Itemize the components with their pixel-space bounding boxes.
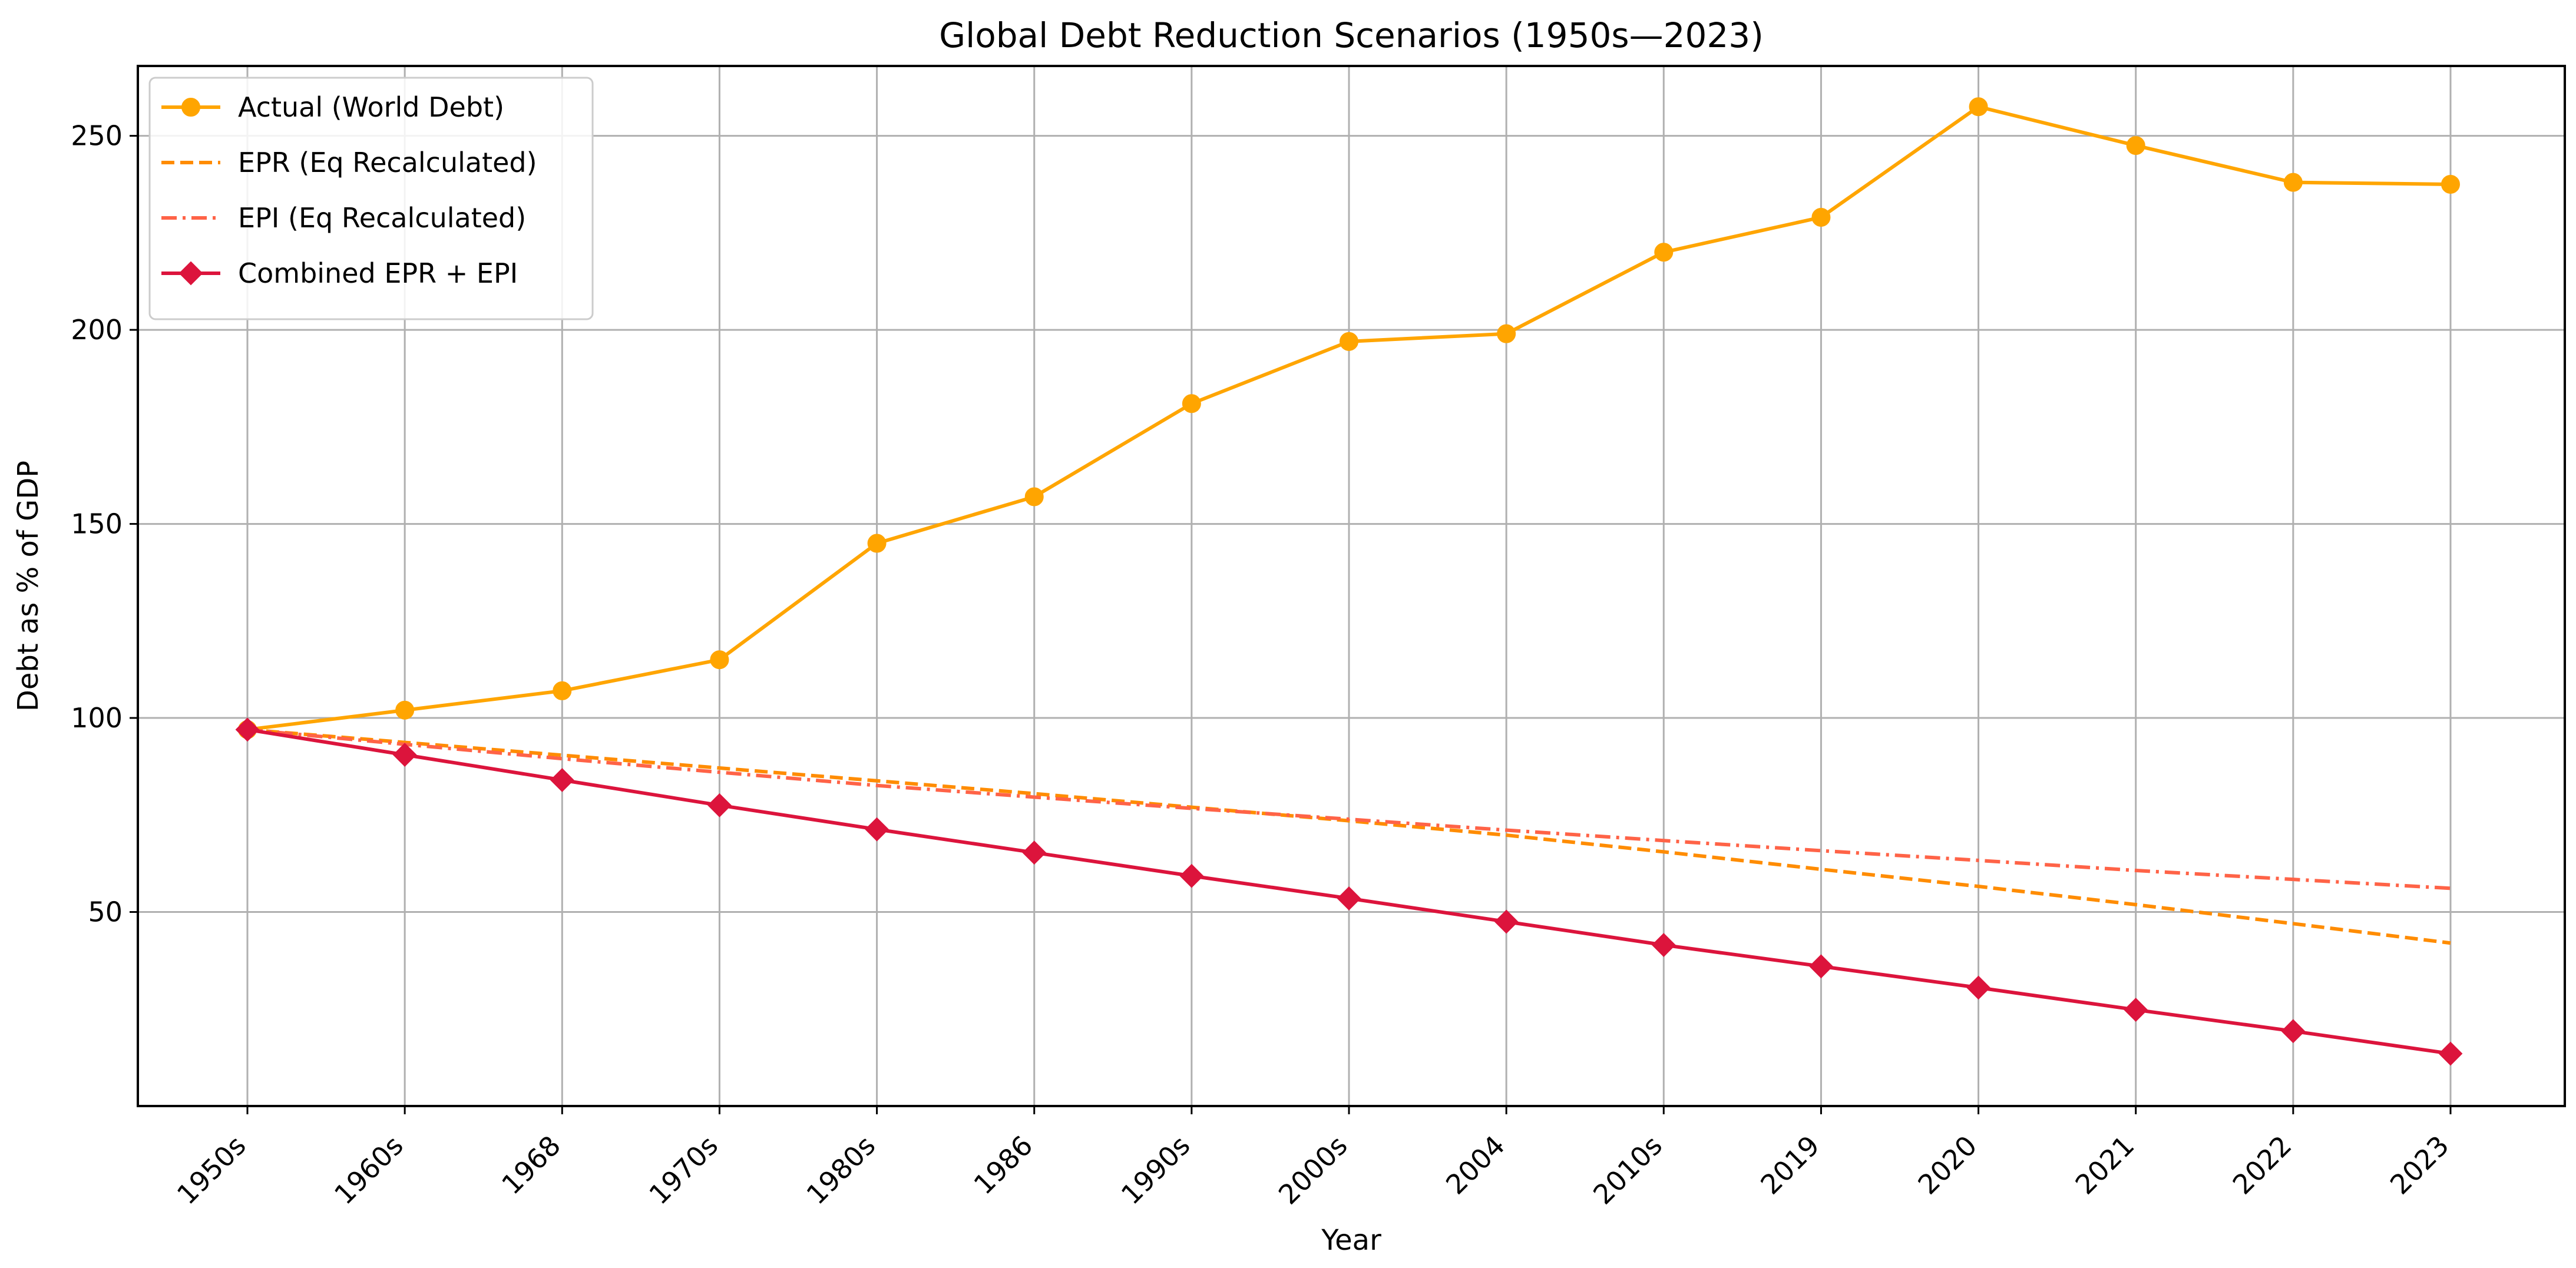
data-point: [1340, 332, 1358, 351]
series-combined-epr-epi: [235, 717, 2463, 1066]
legend-item: Combined EPR + EPI: [161, 257, 518, 289]
plot-frame: [137, 65, 2566, 1107]
legend-box: [148, 77, 594, 320]
data-point: [865, 817, 889, 842]
data-point: [1024, 487, 1044, 506]
x-axis-title: Year: [1321, 1224, 1381, 1257]
data-point: [553, 681, 572, 700]
legend-label: Actual (World Debt): [238, 91, 504, 123]
data-point: [707, 793, 732, 817]
data-point: [2283, 173, 2303, 192]
series-layer: [235, 97, 2463, 1066]
data-point: [1022, 840, 1047, 865]
data-point: [1494, 909, 1519, 934]
legend-label: EPI (Eq Recalculated): [238, 202, 526, 234]
legend-item: Actual (World Debt): [161, 91, 504, 123]
data-point: [2438, 1041, 2463, 1066]
y-tick-label: 200: [71, 314, 123, 346]
data-point: [1182, 394, 1201, 413]
series-epi-eq-recalculated: [247, 727, 2451, 890]
data-point: [235, 717, 260, 742]
legend-label: EPR (Eq Recalculated): [238, 147, 537, 178]
data-point: [1179, 863, 1204, 888]
data-point: [392, 743, 417, 767]
y-tick-label: 100: [71, 702, 123, 734]
legend-marker: [178, 261, 203, 286]
data-point: [1966, 975, 1990, 1000]
data-point: [395, 700, 415, 720]
data-point: [1337, 886, 1361, 911]
data-point: [867, 534, 887, 553]
chart-title: Global Debt Reduction Scenarios (1950s—2…: [939, 15, 1764, 55]
data-point: [1654, 243, 1674, 262]
data-point: [710, 650, 729, 670]
data-point: [1809, 954, 1833, 979]
legend-marker: [181, 98, 200, 117]
data-point: [1497, 324, 1516, 343]
legend-label: Combined EPR + EPI: [238, 257, 518, 289]
data-point: [1811, 207, 1831, 227]
series-line-epi-eq-recalculated: [247, 727, 2451, 890]
y-tick-label: 150: [71, 508, 123, 540]
data-point: [2281, 1019, 2306, 1044]
y-tick-label: 250: [71, 120, 123, 152]
data-point: [1651, 933, 1676, 957]
data-point: [1969, 97, 1988, 117]
legend: Actual (World Debt) EPR (Eq Recalculated)…: [148, 77, 594, 320]
data-point: [2124, 998, 2148, 1022]
y-axis-title: Debt as % of GDP: [12, 461, 45, 711]
data-point: [2441, 174, 2460, 194]
legend-item: EPR (Eq Recalculated): [161, 147, 537, 178]
data-point: [2126, 136, 2145, 155]
legend-item: EPI (Eq Recalculated): [161, 202, 526, 234]
data-point: [550, 768, 574, 792]
y-tick-label: 50: [88, 896, 123, 928]
